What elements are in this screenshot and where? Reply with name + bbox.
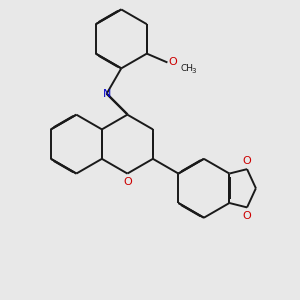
Text: O: O	[169, 58, 178, 68]
Text: 3: 3	[191, 68, 196, 74]
Text: N: N	[102, 89, 111, 99]
Text: CH: CH	[181, 64, 194, 73]
Text: O: O	[123, 177, 132, 187]
Text: O: O	[243, 156, 251, 166]
Text: O: O	[243, 211, 251, 221]
